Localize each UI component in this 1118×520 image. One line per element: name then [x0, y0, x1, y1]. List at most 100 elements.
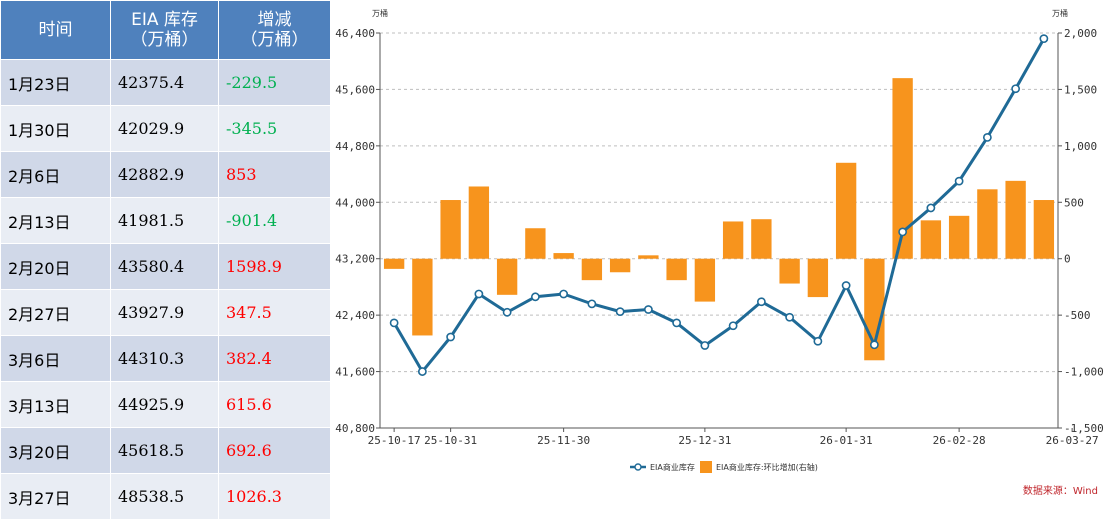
- data-point: [813, 336, 823, 346]
- bar: [779, 258, 800, 284]
- right-axis-tick-label: -1,500: [1064, 422, 1104, 435]
- data-point: [700, 341, 710, 350]
- x-axis-tick-label: 25-10-31: [424, 434, 477, 447]
- header-change: 增减 （万桶）: [218, 0, 331, 60]
- left-axis-tick-label: 40,800: [335, 422, 375, 435]
- bar: [751, 219, 772, 259]
- data-point: [389, 318, 399, 328]
- left-axis-tick-label: 44,000: [335, 196, 375, 209]
- bar: [977, 189, 998, 259]
- cell-stock: 43580.4: [110, 243, 219, 290]
- source-note: 数据来源：Wind: [1023, 484, 1098, 497]
- x-axis-tick-label: 26-01-31: [820, 434, 873, 447]
- bar: [468, 186, 490, 259]
- cell-date: 1月30日: [0, 105, 111, 152]
- cell-date: 3月6日: [0, 335, 111, 382]
- cell-date: 3月20日: [0, 427, 111, 474]
- stock-line: [392, 37, 1046, 374]
- x-axis-tick-label: 25-12-31: [678, 434, 731, 447]
- bar: [412, 258, 433, 336]
- cell-stock: 43927.9: [110, 289, 219, 336]
- cell-change: 692.6: [218, 427, 331, 474]
- eia-inventory-chart: 46,400 45,600 44,800 44,000 43,200 42,400 41,6…: [335, 8, 1104, 497]
- data-point: [926, 203, 936, 213]
- table-row: 1月30日 42029.9 -345.5: [0, 105, 331, 152]
- right-axis-tick-label: 0: [1064, 253, 1071, 266]
- legend-bar-swatch: [700, 461, 712, 473]
- table-row: 2月20日 43580.4 1598.9: [0, 243, 331, 290]
- line-series-commercial-stock: [389, 34, 1049, 376]
- bar: [694, 258, 716, 302]
- data-point: [954, 176, 964, 186]
- bar: [440, 200, 461, 259]
- cell-date: 2月6日: [0, 151, 111, 198]
- data-point: [587, 299, 597, 309]
- bar: [581, 258, 603, 281]
- bar: [807, 258, 829, 298]
- bar-series-weekly-change: [383, 78, 1055, 361]
- cell-stock: 42375.4: [110, 59, 219, 106]
- table-row: 3月13日 44925.9 615.6: [0, 381, 331, 428]
- legend-bar-label: EIA商业库存:环比增加(右轴): [716, 462, 818, 472]
- table-row: 2月13日 41981.5 -901.4: [0, 197, 331, 244]
- bar: [920, 220, 942, 259]
- right-axis-tick-label: -1,000: [1064, 366, 1104, 379]
- cell-date: 3月27日: [0, 473, 111, 520]
- data-point: [869, 340, 879, 350]
- data-point: [898, 227, 908, 237]
- data-point: [982, 132, 992, 142]
- right-axis-tick-label: 1,000: [1064, 140, 1097, 153]
- data-point: [756, 297, 766, 307]
- bar: [948, 215, 970, 259]
- header-stock-label: EIA 库存: [131, 10, 198, 30]
- bar: [1033, 200, 1055, 259]
- eia-inventory-table: 时间 EIA 库存 （万桶） 增减 （万桶） 1月23日 42375.4 -229.5 1…: [0, 0, 331, 520]
- header-stock-unit: （万桶）: [130, 30, 199, 50]
- cell-date: 2月13日: [0, 197, 111, 244]
- left-axis-tick-label: 44,800: [335, 140, 375, 153]
- left-axis-tick-label: 45,600: [335, 83, 375, 96]
- cell-change: 853: [218, 151, 331, 198]
- data-point: [559, 289, 569, 299]
- header-change-label: 增减: [257, 10, 292, 30]
- cell-change: 1598.9: [218, 243, 331, 290]
- right-axis-tick-label: 1,500: [1064, 83, 1097, 96]
- data-point: [502, 307, 512, 317]
- cell-change: -229.5: [218, 59, 331, 106]
- data-point: [530, 292, 540, 302]
- cell-stock: 42882.9: [110, 151, 219, 198]
- cell-change: -345.5: [218, 105, 331, 152]
- table-row: 3月20日 45618.5 692.6: [0, 427, 331, 474]
- chart-axes: 46,400 45,600 44,800 44,000 43,200 42,400 41,6…: [335, 27, 1104, 447]
- data-point: [728, 321, 738, 331]
- right-axis-unit: 万桶: [1052, 8, 1068, 18]
- cell-change: 1026.3: [218, 473, 331, 520]
- bar: [609, 258, 631, 273]
- bar: [525, 228, 546, 259]
- table-header-row: 时间 EIA 库存 （万桶） 增减 （万桶）: [0, 0, 331, 60]
- data-point: [615, 307, 625, 317]
- bar: [553, 253, 574, 259]
- x-axis-tick-label: 26-02-28: [933, 434, 986, 447]
- bar: [1005, 180, 1026, 259]
- cell-change: 382.4: [218, 335, 331, 382]
- header-date-label: 时间: [38, 20, 73, 40]
- left-axis-tick-label: 46,400: [335, 27, 375, 40]
- cell-date: 2月20日: [0, 243, 111, 290]
- x-axis-tick-label: 26-03-27: [1046, 434, 1099, 447]
- bar: [638, 255, 659, 259]
- bar: [666, 258, 687, 281]
- cell-change: 615.6: [218, 381, 331, 428]
- left-axis-unit: 万桶: [372, 8, 388, 18]
- x-axis-tick-label: 25-10-17: [368, 434, 421, 447]
- cell-stock: 44925.9: [110, 381, 219, 428]
- cell-stock: 48538.5: [110, 473, 219, 520]
- header-stock: EIA 库存 （万桶）: [110, 0, 219, 60]
- right-axis-tick-label: -500: [1064, 309, 1091, 322]
- table-row: 3月6日 44310.3 382.4: [0, 335, 331, 382]
- left-axis-tick-label: 41,600: [335, 366, 375, 379]
- cell-change: 347.5: [218, 289, 331, 336]
- bar: [496, 258, 518, 295]
- table-row: 2月27日 43927.9 347.5: [0, 289, 331, 336]
- cell-date: 2月27日: [0, 289, 111, 336]
